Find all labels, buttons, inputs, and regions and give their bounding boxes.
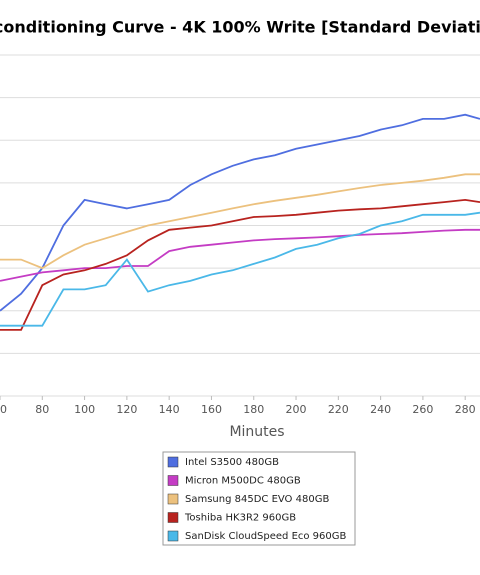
legend-label: Samsung 845DC EVO 480GB [185, 494, 329, 505]
x-tick-label: 260 [412, 403, 433, 416]
legend-swatch [167, 456, 179, 468]
series-line [0, 211, 480, 327]
x-tick-label: 160 [201, 403, 222, 416]
x-tick-label: 60 [0, 403, 7, 416]
chart-title: Preconditioning Curve - 4K 100% Write [S… [0, 18, 480, 37]
series-line [0, 173, 480, 270]
legend-label: Intel S3500 480GB [185, 457, 279, 468]
legend-label: Toshiba HK3R2 960GB [184, 513, 296, 524]
legend-swatch [167, 475, 179, 486]
x-tick-label: 180 [243, 403, 264, 416]
x-tick-label: 220 [328, 403, 349, 416]
x-tick-label: 140 [159, 403, 180, 416]
series-line [0, 198, 480, 331]
legend-label: SanDisk CloudSpeed Eco 960GB [185, 531, 347, 542]
series-line [0, 228, 480, 282]
x-axis-label: Minutes [229, 424, 284, 440]
legend-swatch [167, 530, 179, 542]
x-tick-label: 80 [35, 403, 49, 416]
legend-box [162, 451, 356, 546]
x-tick-label: 100 [74, 403, 95, 416]
x-tick-label: 280 [455, 403, 476, 416]
legend-swatch [167, 493, 179, 505]
x-tick-label: 200 [286, 403, 307, 416]
legend-swatch [167, 512, 179, 523]
x-tick-label: 120 [116, 403, 137, 416]
series-line [0, 113, 480, 312]
legend-label: Micron M500DC 480GB [185, 476, 301, 487]
x-tick-label: 240 [370, 403, 391, 416]
